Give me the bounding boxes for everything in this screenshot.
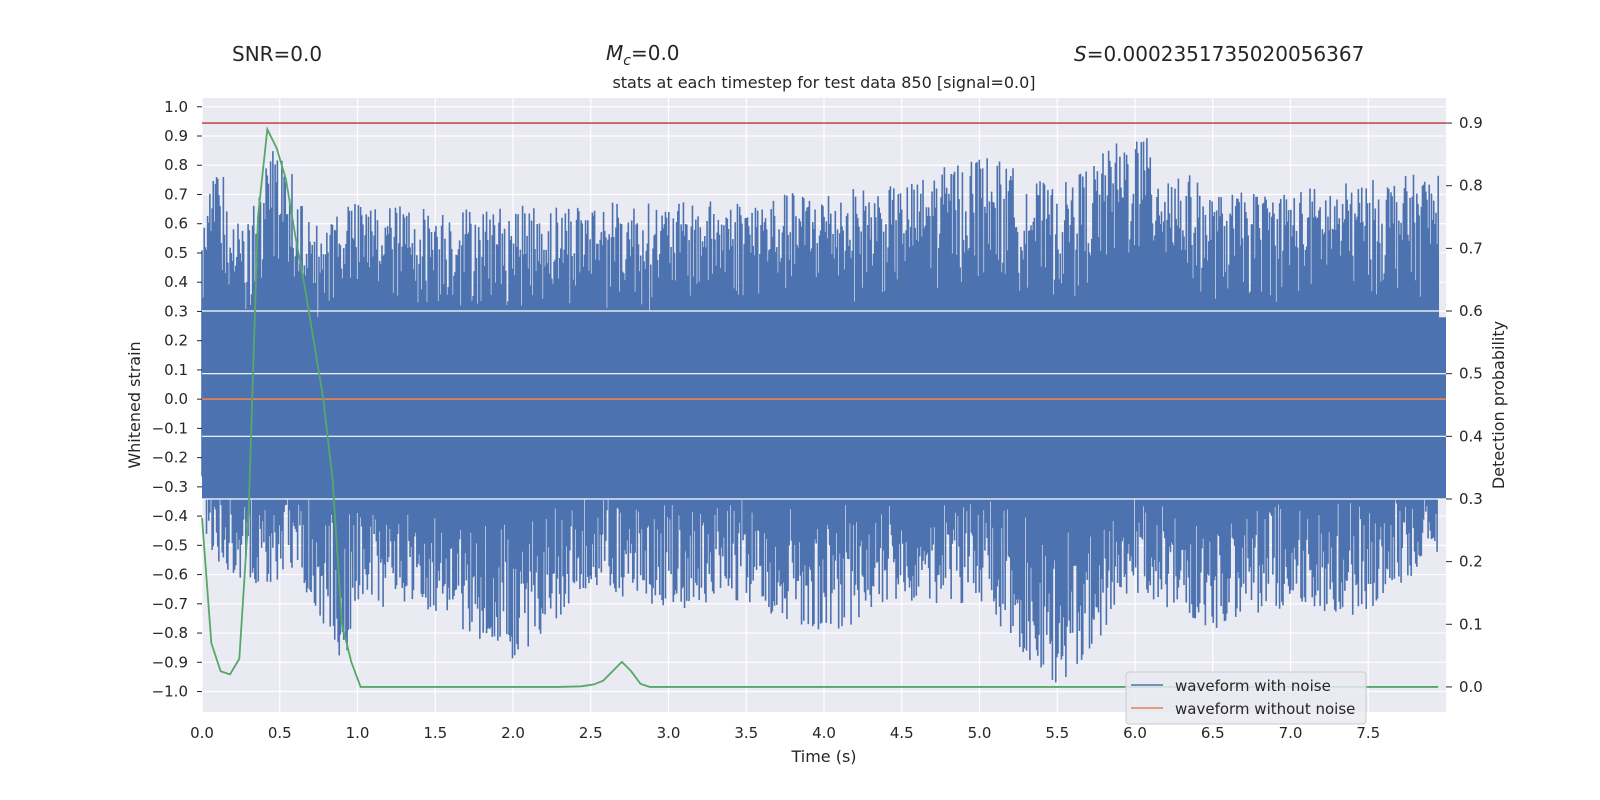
left-tick-label: 0.7	[164, 185, 188, 203]
mc-subscript: c	[623, 53, 631, 69]
noise-core-band	[202, 317, 1446, 499]
x-tick-label: 6.0	[1123, 724, 1147, 742]
legend: waveform with noise waveform without noi…	[1125, 671, 1367, 725]
right-tick-label: 0.3	[1459, 490, 1483, 508]
x-tick-label: 7.0	[1279, 724, 1303, 742]
right-tick-label: 0.1	[1459, 615, 1483, 633]
waveform-with-noise-series	[201, 138, 1446, 683]
left-axis-label: Whitened strain	[125, 341, 144, 468]
x-tick-label: 3.0	[657, 724, 681, 742]
right-tick-label: 0.7	[1459, 239, 1483, 257]
right-tick-label: 0.9	[1459, 114, 1483, 132]
x-tick-label: 2.0	[501, 724, 525, 742]
left-tick-label: 0.3	[164, 302, 188, 320]
mc-value: =0.0	[631, 41, 680, 65]
x-tick-label: 7.5	[1356, 724, 1380, 742]
detection-probability-line	[201, 126, 1439, 688]
left-tick-label: 0.5	[164, 244, 188, 262]
right-tick-label: 0.2	[1459, 553, 1483, 571]
x-tick-label: 6.5	[1201, 724, 1225, 742]
left-tick-label: 0.9	[164, 127, 188, 145]
s-symbol: S	[1074, 42, 1087, 66]
x-tick-label: 0.5	[268, 724, 292, 742]
right-grid	[202, 310, 1446, 500]
right-tick-label: 0.8	[1459, 177, 1483, 195]
left-tick-label: 0.2	[164, 332, 188, 350]
x-tick-label: 5.5	[1045, 724, 1069, 742]
right-tick-label: 0.6	[1459, 302, 1483, 320]
right-tick-label: 0.5	[1459, 365, 1483, 383]
mc-label: Mc=0.0	[606, 41, 680, 69]
left-tick-label: −0.2	[152, 449, 188, 467]
x-axis-label: Time (s)	[790, 747, 856, 766]
left-tick-label: 0.0	[164, 390, 188, 408]
left-tick-label: 0.6	[164, 215, 188, 233]
x-tick-label: 4.5	[890, 724, 914, 742]
left-tick-label: −0.4	[152, 507, 188, 525]
left-tick-label: −0.7	[152, 595, 188, 613]
legend-box	[1125, 671, 1367, 725]
x-axis-ticks: 0.0 0.5 1.0 1.5 2.0 2.5 3.0 3.5 4.0 4.5 5.0 5.5 6.0 6…	[190, 724, 1380, 742]
left-tick-label: −0.8	[152, 624, 188, 642]
mc-symbol: M	[606, 41, 623, 65]
x-tick-label: 4.0	[812, 724, 836, 742]
x-tick-label: 1.5	[423, 724, 447, 742]
left-tick-label: 0.8	[164, 156, 188, 174]
left-tick-label: −1.0	[152, 683, 188, 701]
left-tick-label: 0.1	[164, 361, 188, 379]
left-tick-label: 0.4	[164, 273, 188, 291]
chart-title: stats at each timestep for test data 850…	[612, 73, 1035, 92]
x-tick-label: 5.0	[968, 724, 992, 742]
right-tick-label: 0.4	[1459, 427, 1483, 445]
left-tick-label: −0.1	[152, 419, 188, 437]
left-tick-label: −0.9	[152, 653, 188, 671]
snr-label: SNR=0.0	[232, 42, 322, 66]
left-tick-label: −0.6	[152, 566, 188, 584]
left-tick-label: −0.3	[152, 478, 188, 496]
left-tick-label: −0.5	[152, 536, 188, 554]
legend-label-clean: waveform without noise	[1175, 700, 1355, 718]
right-axis-label: Detection probability	[1489, 321, 1508, 489]
legend-label-noise: waveform with noise	[1175, 677, 1331, 695]
x-tick-label: 2.5	[579, 724, 603, 742]
right-tick-label: 0.0	[1459, 678, 1483, 696]
x-tick-label: 1.0	[346, 724, 370, 742]
right-axis-ticks: 0.9 0.8 0.7 0.6 0.5 0.4 0.3 0.2 0.1 0.0	[1446, 114, 1483, 696]
s-value: =0.0002351735020056367	[1087, 42, 1365, 66]
left-axis-ticks: 1.0 0.9 0.8 0.7 0.6 0.5 0.4 0.3 0.2 0.1 0.0 −0.1 −0.…	[152, 98, 202, 701]
x-tick-label: 3.5	[734, 724, 758, 742]
x-tick-label: 0.0	[190, 724, 214, 742]
left-tick-label: 1.0	[164, 98, 188, 116]
s-label: S=0.0002351735020056367	[1074, 42, 1364, 66]
